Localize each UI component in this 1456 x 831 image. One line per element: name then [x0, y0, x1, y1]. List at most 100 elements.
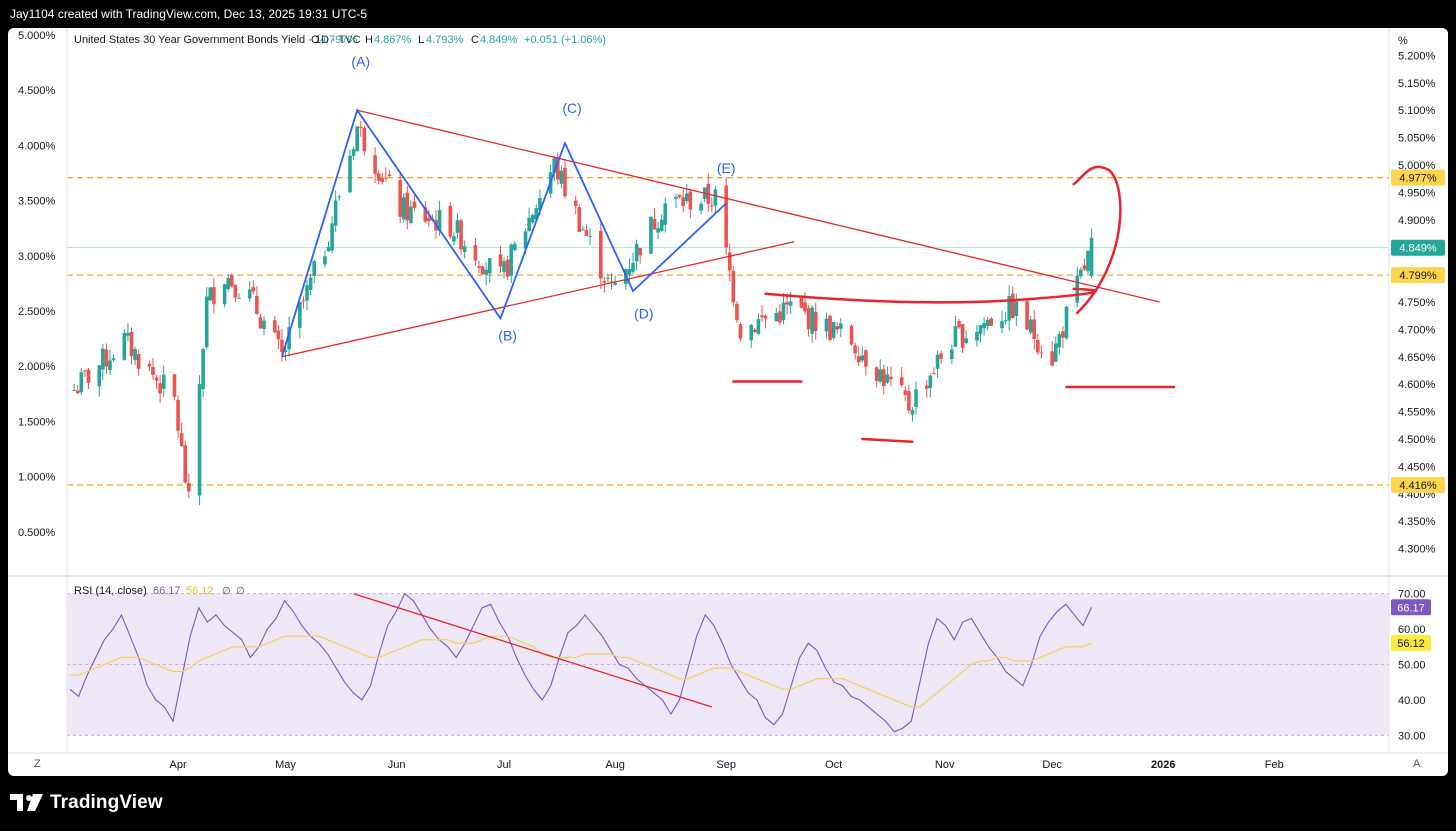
- candle-body: [187, 483, 191, 492]
- high-value: 4.867%: [374, 34, 412, 46]
- candle-body: [272, 320, 277, 333]
- rsi-hidden-icon[interactable]: ∅: [236, 586, 245, 597]
- candle-body: [688, 191, 693, 210]
- candle-body: [1057, 333, 1062, 348]
- candle-body: [255, 296, 259, 314]
- candle-body: [197, 383, 202, 496]
- candle-body: [856, 356, 861, 363]
- candle-body: [455, 220, 460, 233]
- candle-body: [398, 180, 402, 217]
- candle-body: [384, 177, 388, 179]
- candle-body: [788, 301, 793, 306]
- close-label: C: [471, 34, 479, 46]
- time-tick-label: Aug: [605, 759, 625, 771]
- candle-body: [606, 277, 610, 279]
- time-tick-label: Feb: [1265, 759, 1284, 771]
- candle-body: [222, 284, 227, 305]
- candle-body: [828, 315, 832, 340]
- price-label-text: 4.849%: [1399, 243, 1437, 255]
- time-tick-label: Jul: [497, 759, 511, 771]
- triangle-lower-line: [281, 241, 795, 358]
- candle-body: [298, 302, 302, 328]
- candle-body: [380, 178, 385, 182]
- footer-bar: TradingView: [0, 776, 1456, 831]
- candle-body: [251, 287, 256, 292]
- change-value: +0.051 (+1.06%): [524, 34, 606, 46]
- tradingview-logo[interactable]: TradingView: [10, 792, 163, 814]
- open-value: 4.797%: [320, 34, 358, 46]
- candle-body: [484, 269, 488, 275]
- candle-body: [674, 196, 678, 199]
- candle-body: [849, 325, 854, 345]
- candle-body: [907, 391, 911, 411]
- candle-body: [1028, 319, 1033, 333]
- candle-body: [229, 274, 234, 287]
- candle-body: [509, 244, 514, 276]
- candle-body: [656, 228, 660, 233]
- candle-body: [885, 374, 890, 383]
- open-label: O: [311, 34, 320, 46]
- candle-body: [738, 324, 743, 339]
- ohlc-readout: O 4.797% H 4.867% L 4.793% C 4.849% +0.0…: [311, 34, 606, 46]
- candle-body: [899, 377, 904, 386]
- candle-body: [978, 325, 983, 335]
- candle-body: [914, 389, 918, 408]
- candle-body: [101, 348, 105, 370]
- auto-scale-button[interactable]: A: [1413, 758, 1421, 770]
- candle-body: [1032, 319, 1037, 339]
- candle-body: [1053, 343, 1058, 362]
- candle-body: [176, 399, 180, 431]
- rsi-label-text: 56.12: [1397, 638, 1425, 650]
- candle-body: [1064, 306, 1069, 339]
- support-mark: [861, 437, 914, 443]
- candle-body: [86, 369, 91, 383]
- chart-svg[interactable]: (A) (B) (C) (D) (E) 5.200% 5.150% 5.100% 5.050%…: [8, 28, 1448, 776]
- candle-body: [513, 243, 517, 251]
- candle-body: [498, 254, 503, 267]
- high-label: H: [365, 34, 373, 46]
- price-tick-label: 5.000%: [1398, 160, 1436, 172]
- rsi-label-box: [1391, 634, 1431, 651]
- candle-body: [864, 350, 868, 367]
- candle-body: [781, 302, 786, 321]
- annotations: (A) (B) (C) (D) (E): [281, 53, 1176, 443]
- candles: [72, 120, 1094, 506]
- price-tick-label: 4.700%: [1398, 324, 1436, 336]
- candle-body: [677, 194, 682, 198]
- price-tick-label: 4.300%: [1398, 544, 1436, 556]
- candle-body: [874, 367, 879, 381]
- candle-body: [652, 218, 657, 230]
- timezone-button[interactable]: Z: [34, 758, 41, 770]
- candle-body: [412, 201, 417, 208]
- candle-body: [204, 296, 209, 348]
- candle-body: [373, 155, 377, 174]
- rsi-hidden-icon[interactable]: ∅: [222, 586, 231, 597]
- candle-body: [387, 174, 392, 177]
- wave-label: (D): [634, 305, 653, 321]
- candle-body: [602, 280, 607, 283]
- candle-body: [1086, 250, 1090, 272]
- rsi-label-text: 66.17: [1397, 602, 1425, 614]
- candle-body: [355, 126, 359, 152]
- candle-body: [950, 349, 954, 360]
- candle-body: [681, 197, 685, 207]
- price-label-text: 4.416%: [1399, 480, 1437, 492]
- candle-body: [953, 326, 958, 347]
- candle-body: [161, 374, 166, 389]
- candle-body: [362, 127, 367, 152]
- price-unit-label[interactable]: %: [1398, 35, 1408, 47]
- candle-body: [147, 363, 152, 367]
- candle-body: [778, 311, 782, 323]
- candle-body: [552, 158, 557, 173]
- left-tick-label: 1.500%: [18, 416, 56, 428]
- candle-body: [305, 285, 309, 301]
- candle-body: [154, 377, 159, 381]
- candle-body: [573, 200, 578, 207]
- candle-body: [158, 383, 162, 394]
- left-tick-label: 0.500%: [18, 527, 56, 539]
- candle-body: [1025, 301, 1029, 330]
- candle-body: [233, 285, 238, 298]
- price-tick-label: 5.200%: [1398, 50, 1436, 62]
- candle-body: [785, 301, 789, 305]
- candle-body: [348, 155, 352, 193]
